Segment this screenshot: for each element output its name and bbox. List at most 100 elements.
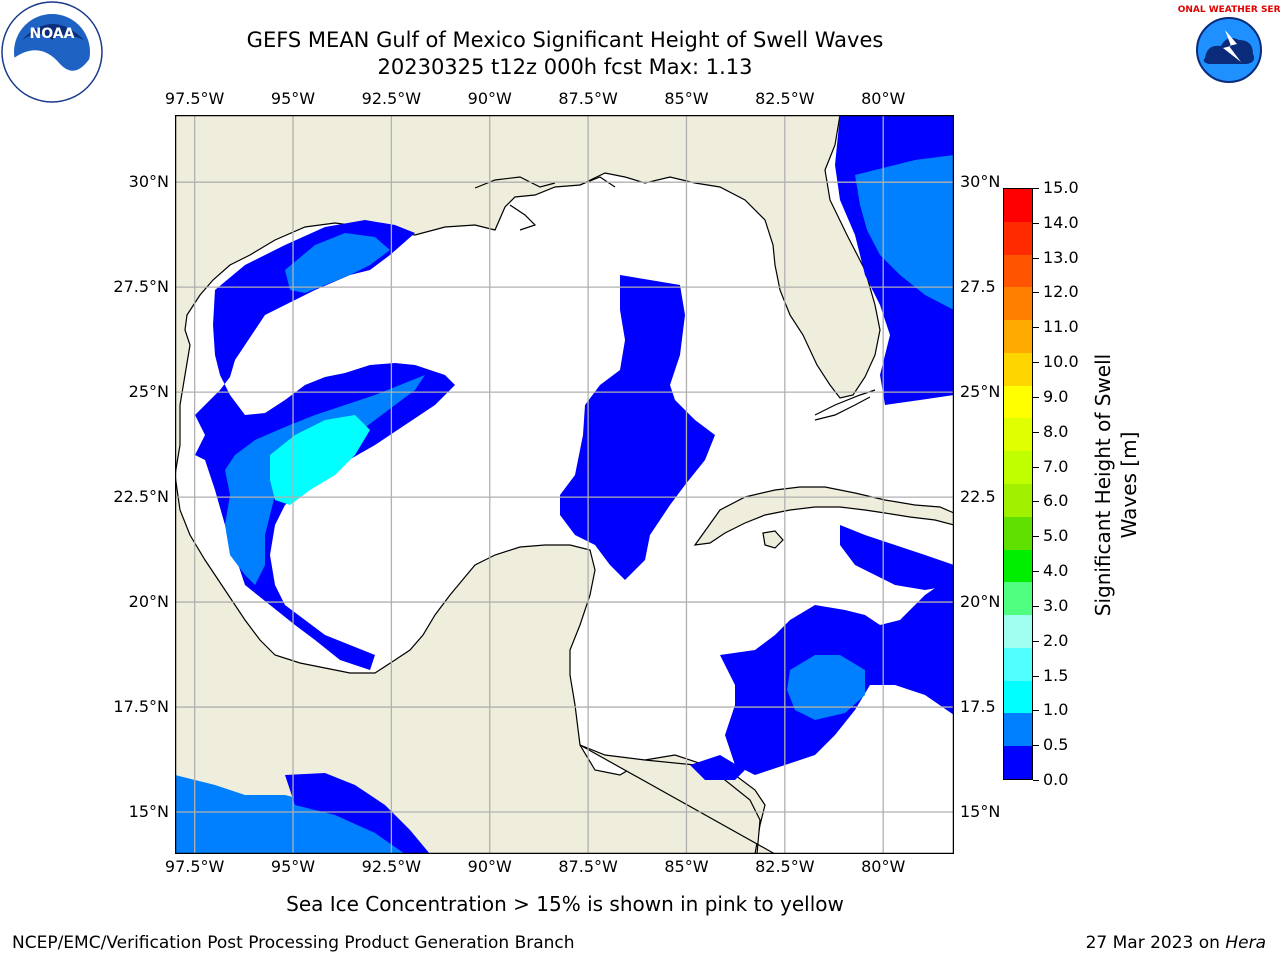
colorbar-segment <box>1004 713 1032 747</box>
svg-text:NATIONAL WEATHER SERVICE: NATIONAL WEATHER SERVICE <box>1177 5 1280 15</box>
colorbar-tick-label: 5.0 <box>1043 526 1069 546</box>
colorbar-tick-label: 10.0 <box>1043 352 1079 372</box>
colorbar-tick-label: 1.5 <box>1043 665 1069 685</box>
svg-text:NOAA: NOAA <box>30 26 75 42</box>
chart-title: GEFS MEAN Gulf of Mexico Significant Hei… <box>246 28 884 52</box>
colorbar-segment <box>1004 615 1032 649</box>
colorbar-segment <box>1004 320 1032 354</box>
footer-date: 27 Mar 2023 on Hera <box>1086 933 1266 953</box>
colorbar-tickmark <box>1033 745 1039 747</box>
land <box>175 115 954 854</box>
swell-region-nw-light <box>285 233 390 293</box>
lon-label-top: 90°W <box>467 89 512 108</box>
land-united-states <box>175 115 954 476</box>
colorbar-tick-label: 9.0 <box>1043 386 1069 406</box>
colorbar-tick-label: 0.0 <box>1043 770 1069 789</box>
lat-label-left: 20°N <box>128 592 169 612</box>
colorbar-segment <box>1004 746 1032 780</box>
lon-label-bottom: 92.5°W <box>361 857 422 876</box>
footer-host: Hera <box>1225 933 1266 953</box>
lat-label-left: 17.5°N <box>113 697 169 717</box>
lat-label-right: 27.5 <box>960 277 996 297</box>
chart-subtitle-date: 20230325 t12z 000h fcst Max: 1.13 <box>377 55 753 79</box>
colorbar-tickmark <box>1033 675 1039 677</box>
colorbar-segment <box>1004 680 1032 714</box>
swell-region-caribbean-light <box>787 655 865 720</box>
colorbar-tickmark <box>1033 780 1039 781</box>
colorbar-tick-label: 12.0 <box>1043 282 1079 302</box>
colorbar-segment <box>1004 385 1032 419</box>
lon-label-bottom: 80°W <box>861 857 906 876</box>
swell-region-cyan <box>270 415 370 505</box>
land-isle-of-youth <box>762 530 784 549</box>
swell-waves <box>175 115 954 854</box>
colorbar-segment <box>1004 221 1032 256</box>
footer-organization: NCEP/EMC/Verification Post Processing Pr… <box>12 933 575 953</box>
colorbar-tickmark <box>1033 222 1039 224</box>
colorbar-tickmark <box>1033 501 1039 503</box>
noaa-logo: NOAA <box>1 1 103 103</box>
colorbar-tickmark <box>1033 362 1039 364</box>
nws-logo: NATIONAL WEATHER SERVICE <box>1177 2 1280 98</box>
colorbar-tickmark <box>1033 466 1039 468</box>
lon-label-bottom: 97.5°W <box>164 857 225 876</box>
lon-label-top: 82.5°W <box>755 89 815 108</box>
lat-label-right: 22.5 <box>960 487 996 507</box>
colorbar-tick-label: 14.0 <box>1043 212 1079 232</box>
colorbar-tick-label: 0.5 <box>1043 735 1069 755</box>
gulf-of-mexico-map <box>175 115 954 854</box>
colorbar-tick-label: 2.0 <box>1043 630 1069 650</box>
lon-label-top: 80°W <box>861 89 906 108</box>
colorbar-tick-label: 6.0 <box>1043 491 1069 511</box>
swell-region-pacific <box>175 775 405 854</box>
colorbar-tick-label: 15.0 <box>1043 178 1079 197</box>
lat-label-left: 22.5°N <box>113 487 169 507</box>
colorbar-tick-label: 13.0 <box>1043 247 1079 267</box>
colorbar-segment <box>1004 582 1032 616</box>
land-cuba <box>693 486 954 546</box>
lat-label-right: 30°N <box>960 172 1001 192</box>
colorbar-tickmark <box>1033 188 1039 189</box>
colorbar-tickmark <box>1033 536 1039 538</box>
colorbar-tickmark <box>1033 396 1039 398</box>
lon-label-bottom: 90°W <box>467 857 512 876</box>
lon-label-bottom: 95°W <box>270 857 316 876</box>
colorbar-segment <box>1004 451 1032 485</box>
colorbar-segment <box>1004 647 1032 682</box>
colorbar-label: Significant Height of Swell Waves [m] <box>1091 353 1141 617</box>
colorbar-tick-label: 4.0 <box>1043 561 1069 581</box>
colorbar <box>1003 188 1033 780</box>
swell-region-atlantic-light <box>855 155 954 310</box>
swell-region-yucatan-channel <box>690 755 745 780</box>
map-gridlines <box>175 115 954 854</box>
lon-label-top: 95°W <box>270 89 316 108</box>
swell-region-pacific-dark <box>285 773 430 854</box>
swell-region-sw-caribbean <box>840 525 954 590</box>
colorbar-tick-label: 11.0 <box>1043 317 1079 337</box>
colorbar-tick-label: 8.0 <box>1043 421 1069 441</box>
lat-label-right: 25°N <box>960 382 1001 402</box>
swell-region-central-gulf <box>560 275 715 580</box>
colorbar-segment <box>1004 189 1032 223</box>
lon-label-bottom: 87.5°W <box>558 857 618 876</box>
colorbar-tickmark <box>1033 571 1039 573</box>
lat-label-left: 27.5°N <box>113 277 169 297</box>
swell-region-bay-campeche-light <box>225 375 425 585</box>
colorbar-tickmark <box>1033 605 1039 607</box>
lat-label-right: 20°N <box>960 592 1001 612</box>
lat-label-right: 17.5 <box>960 697 996 717</box>
colorbar-tickmark <box>1033 431 1039 433</box>
colorbar-tick-label: 1.0 <box>1043 700 1069 720</box>
colorbar-segment <box>1004 352 1032 387</box>
footer-date-text: 27 Mar 2023 on <box>1085 933 1226 953</box>
lat-label-left: 15°N <box>128 802 169 821</box>
colorbar-segment <box>1004 254 1032 288</box>
colorbar-tickmark <box>1033 257 1039 259</box>
colorbar-tickmark <box>1033 710 1039 712</box>
lon-label-top: 97.5°W <box>164 89 225 108</box>
lon-label-top: 92.5°W <box>361 89 422 108</box>
lon-label-bottom: 82.5°W <box>755 857 815 876</box>
lon-label-top: 85°W <box>664 89 709 108</box>
colorbar-segment <box>1004 418 1032 452</box>
colorbar-tick-label: 7.0 <box>1043 456 1069 476</box>
